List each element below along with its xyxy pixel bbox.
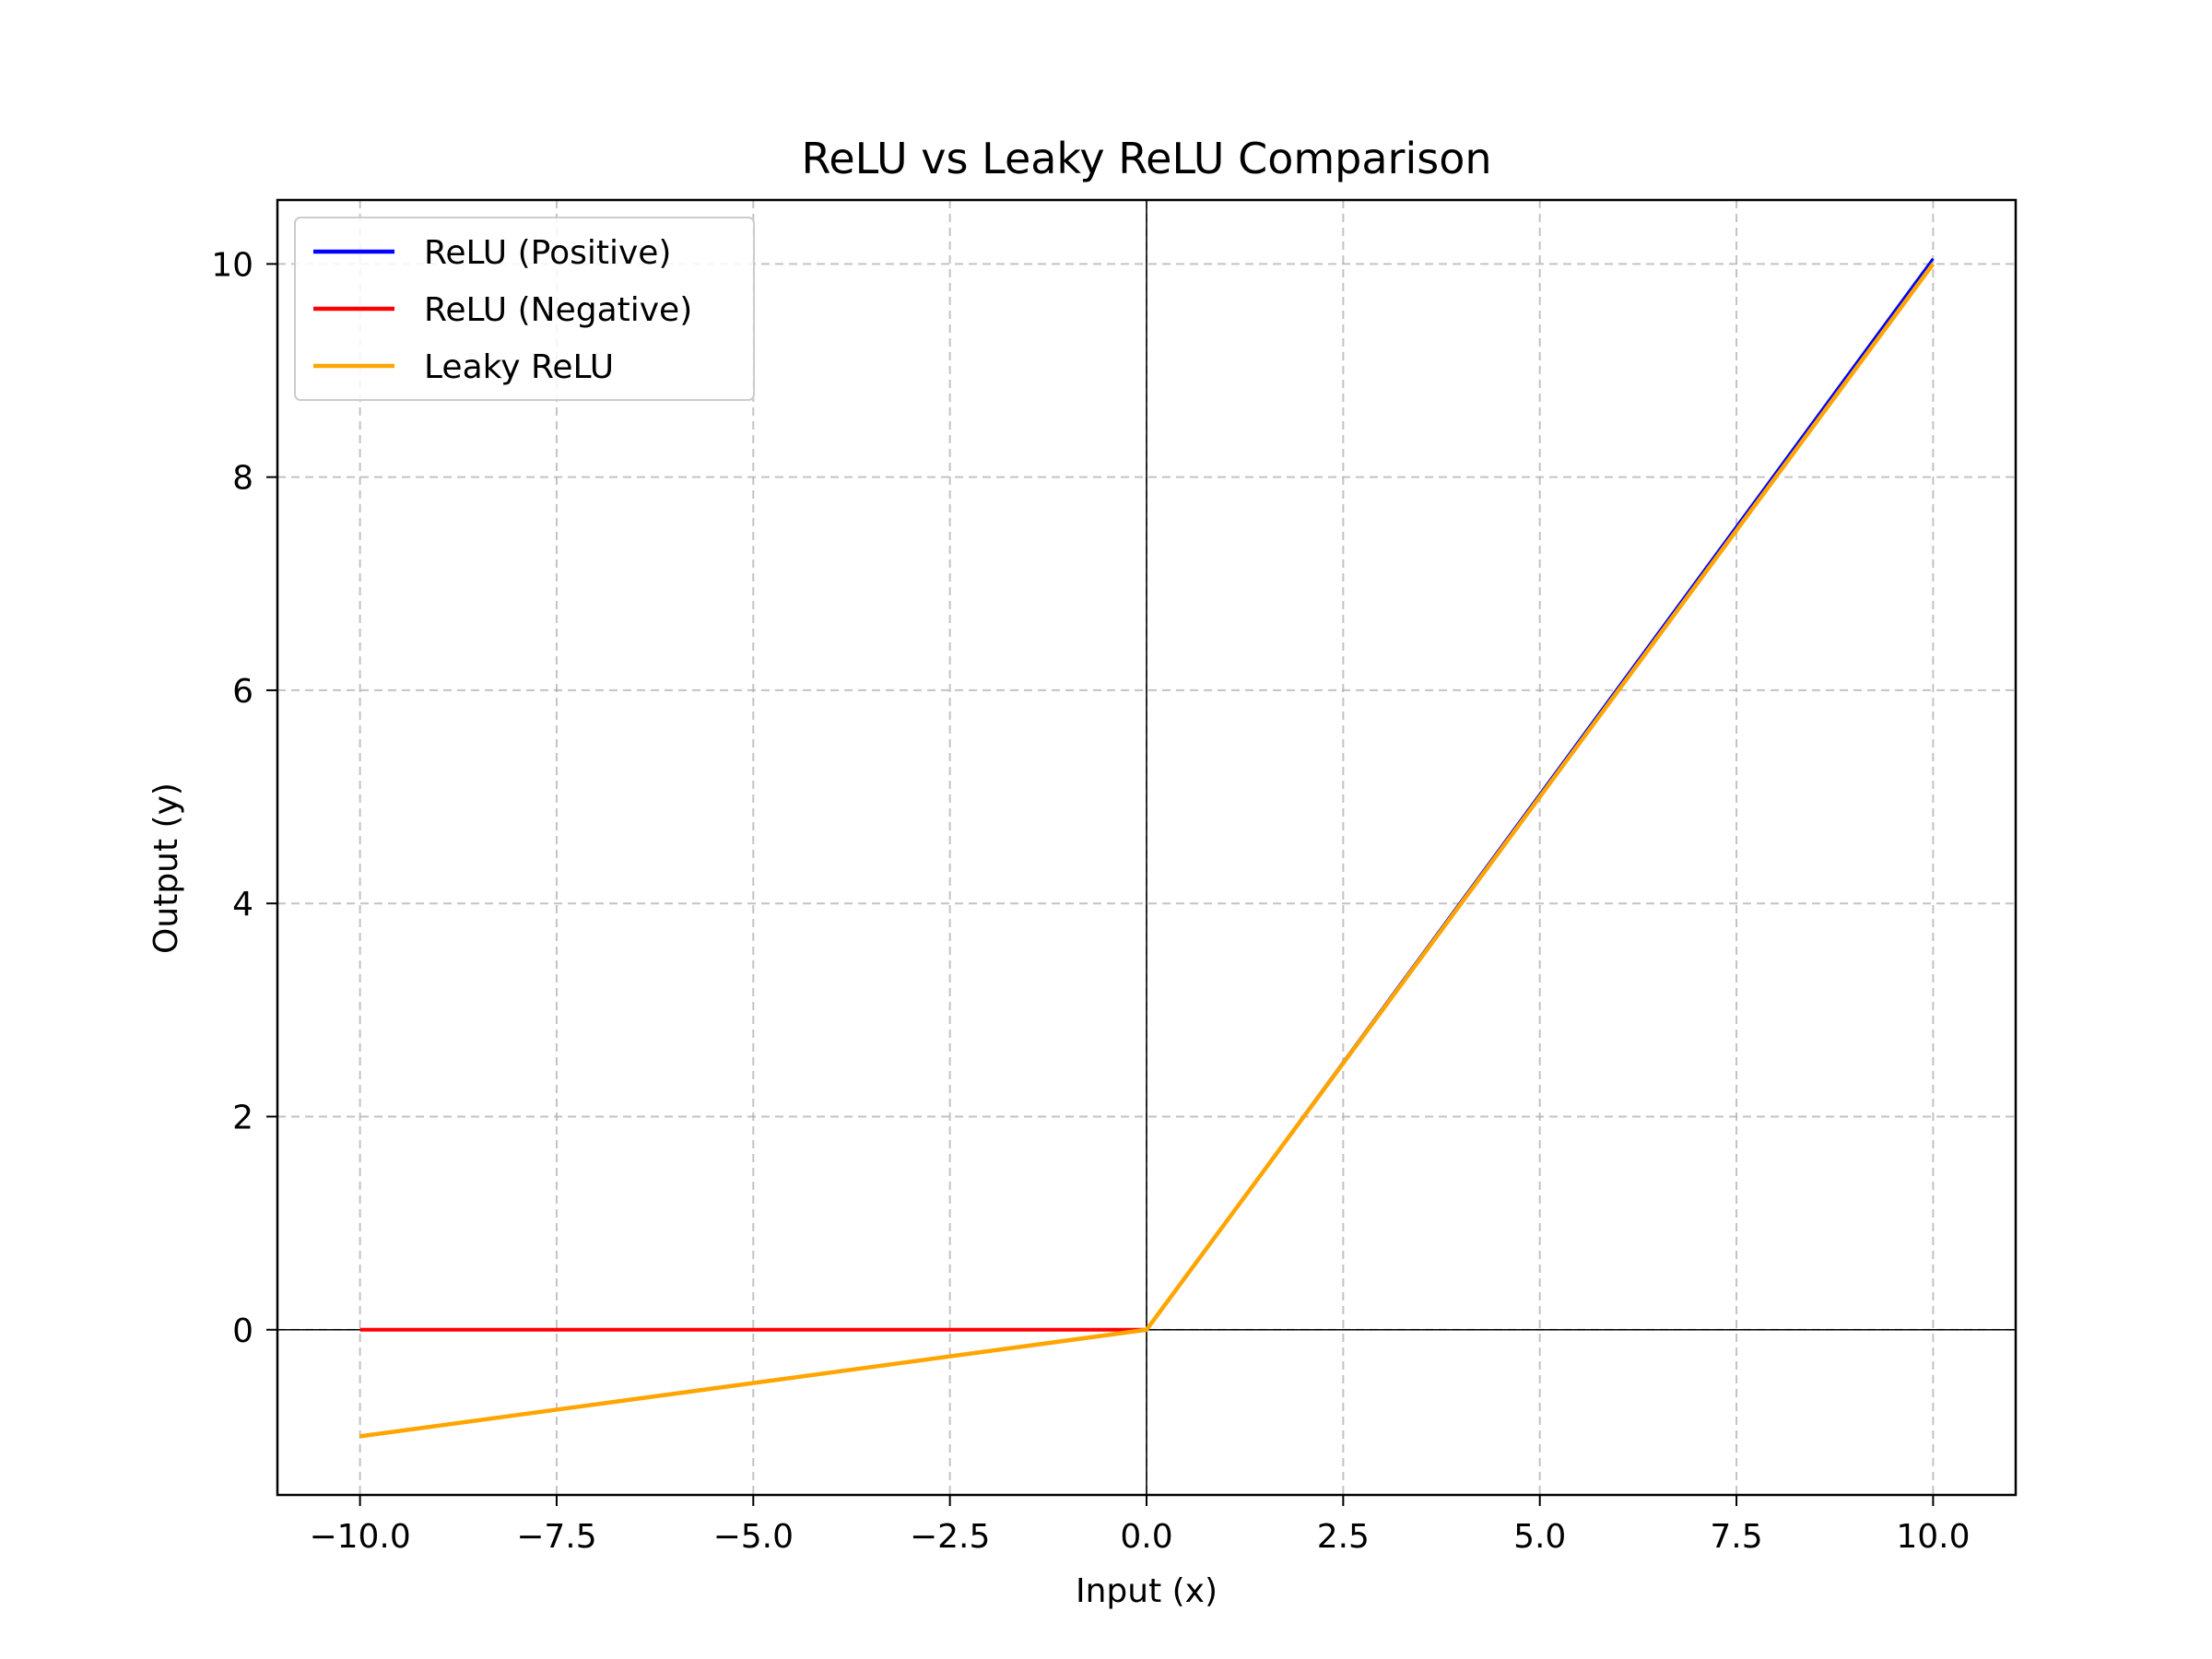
x-axis-label: Input (x): [1076, 1572, 1218, 1610]
axis-ticks: −10.0 −7.5 −5.0 −2.5 0.0 2.5 5.0 7.5 10.0 0 2 4 6 8 10: [211, 246, 1970, 1556]
y-tick-label: 8: [232, 460, 253, 498]
legend-box: [294, 217, 755, 401]
x-tick-label: 7.5: [1710, 1518, 1762, 1556]
legend-label: Leaky ReLU: [424, 348, 614, 386]
x-tick-label: −7.5: [516, 1518, 596, 1556]
x-tick-label: 2.5: [1317, 1518, 1370, 1556]
x-tick-label: 0.0: [1120, 1518, 1172, 1556]
x-tick-label: 10.0: [1896, 1518, 1970, 1556]
x-tick-label: −2.5: [910, 1518, 990, 1556]
series-lines: [359, 257, 1936, 1439]
chart-title: ReLU vs Leaky ReLU Comparison: [801, 134, 1491, 183]
y-tick-label: 0: [232, 1312, 253, 1350]
legend-label: ReLU (Positive): [424, 234, 671, 272]
y-tick-label: 4: [232, 886, 253, 924]
y-tick-label: 10: [211, 246, 253, 284]
x-tick-label: −5.0: [713, 1518, 794, 1556]
x-tick-label: −10.0: [309, 1518, 410, 1556]
legend-label: ReLU (Negative): [424, 291, 692, 329]
x-tick-label: 5.0: [1513, 1518, 1566, 1556]
legend: ReLU (Positive) ReLU (Negative) Leaky ReLU: [294, 217, 755, 401]
y-tick-label: 6: [232, 673, 253, 711]
y-tick-label: 2: [232, 1099, 253, 1136]
series-line-leaky-relu: [359, 263, 1936, 1439]
y-axis-label: Output (y): [147, 782, 185, 954]
